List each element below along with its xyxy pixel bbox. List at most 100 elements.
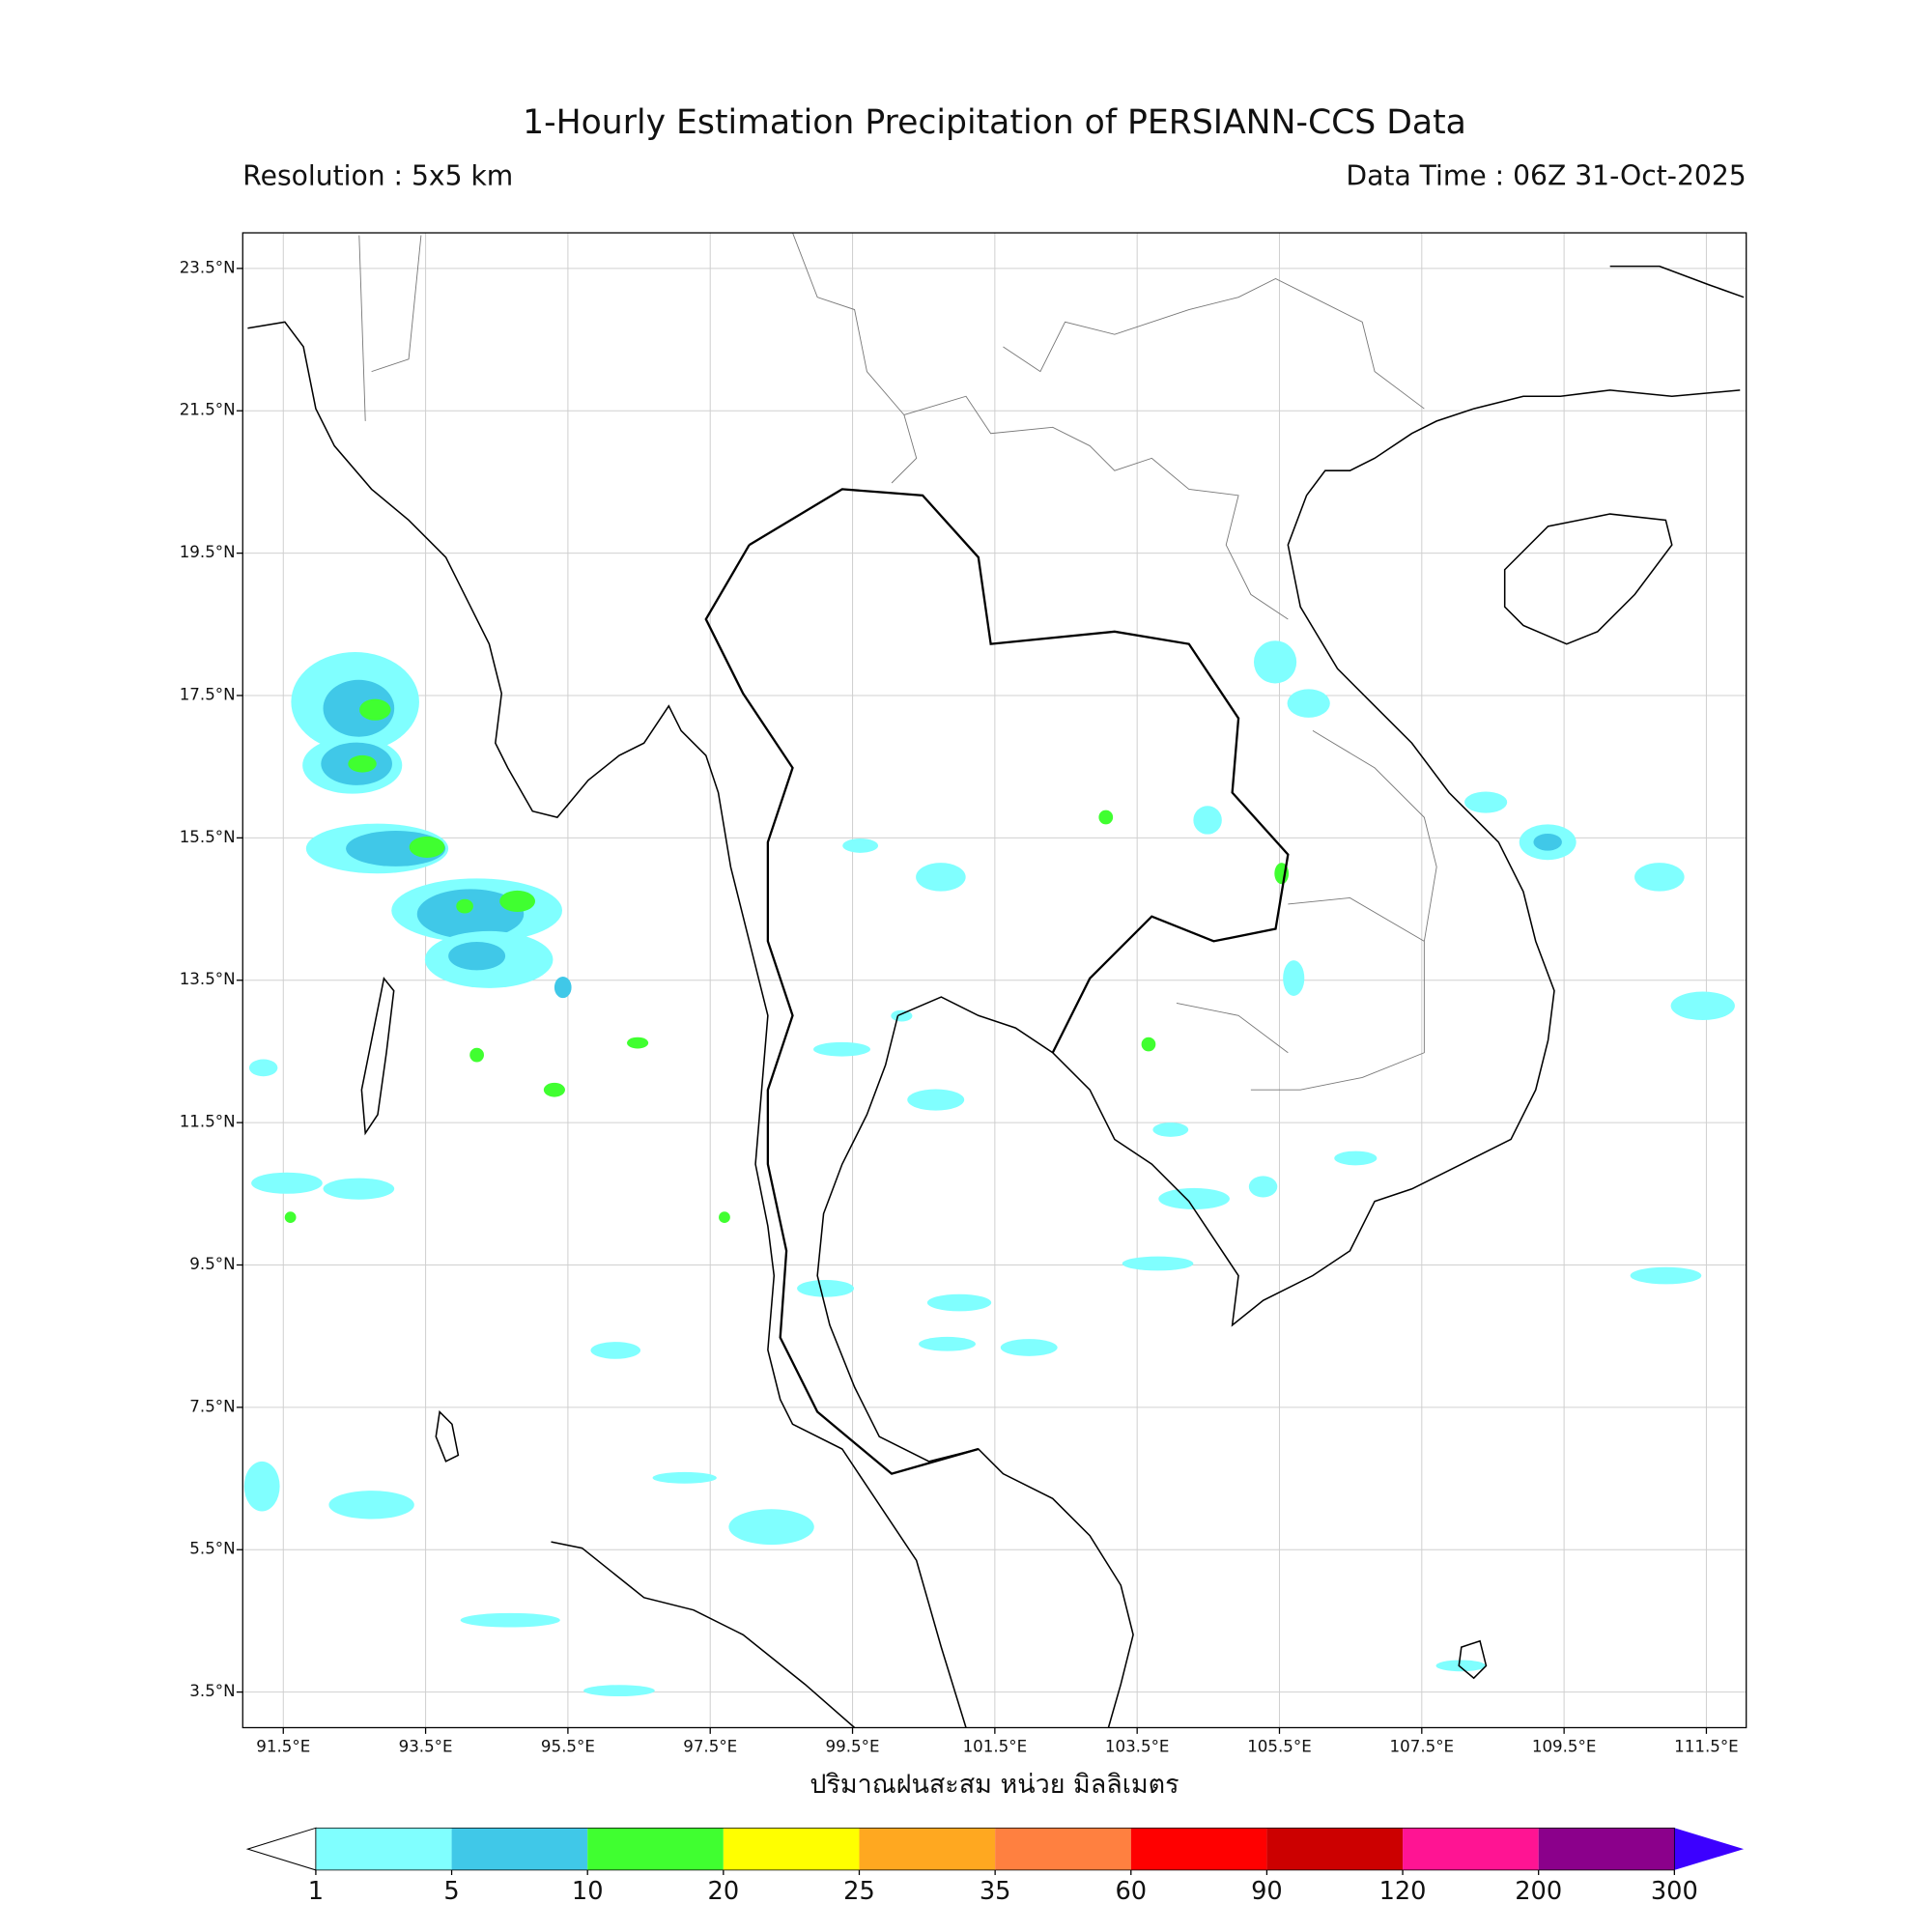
x-tick-label: 101.5°E: [963, 1737, 1028, 1755]
island: [360, 977, 1488, 1680]
rain-layer: [243, 640, 1735, 1697]
colorbar-label: 200: [1515, 1877, 1562, 1906]
colorbar-label: 20: [708, 1877, 740, 1906]
colorbar-segment: [723, 1828, 860, 1870]
axes: 91.5°E 93.5°E 95.5°E 97.5°E 99.5°E 101.5°E 103…: [180, 258, 1739, 1755]
x-tick-label: 111.5°E: [1674, 1737, 1739, 1755]
rain-cell: [251, 1172, 323, 1194]
colorbar-segment: [995, 1828, 1131, 1870]
x-tick-label: 105.5°E: [1247, 1737, 1312, 1755]
rain-cell: [460, 1612, 560, 1628]
island: [551, 1541, 856, 1728]
rain-cell: [919, 1336, 976, 1351]
rain-cell: [1287, 689, 1330, 718]
rain-cell: [583, 1685, 655, 1697]
y-tick-label: 9.5°N: [189, 1255, 235, 1273]
rain-cell: [627, 1037, 649, 1049]
y-tick-label: 17.5°N: [180, 685, 236, 703]
rain-cell: [323, 679, 395, 737]
rain-cell: [1193, 806, 1222, 835]
title: 1-Hourly Estimation Precipitation of PER…: [523, 103, 1466, 142]
rain-cell: [1283, 960, 1305, 996]
rain-cell: [348, 754, 377, 773]
rain-cell: [842, 838, 879, 853]
rain-cell: [1098, 810, 1114, 825]
rain-cell: [469, 1047, 484, 1063]
rain-cell: [1158, 1187, 1230, 1210]
rain-cell: [728, 1509, 814, 1546]
rain-cell: [926, 1293, 992, 1312]
colorbar-label: 300: [1651, 1877, 1698, 1906]
y-tick-label: 5.5°N: [189, 1540, 235, 1558]
x-tick-label: 107.5°E: [1390, 1737, 1455, 1755]
rain-cell: [554, 977, 572, 999]
country-border: [358, 233, 1437, 1091]
thailand-border: [704, 488, 1290, 1475]
rain-cell: [499, 890, 536, 913]
coastline: [247, 321, 967, 1728]
rain-cell: [1533, 833, 1562, 851]
y-tick-label: 11.5°N: [180, 1113, 236, 1131]
y-tick-label: 7.5°N: [189, 1397, 235, 1415]
x-tick-label: 91.5°E: [256, 1737, 310, 1755]
colorbar-segment: [1130, 1828, 1267, 1870]
colorbar: 1 5 10 20 25 35 60 90 120 200 300: [245, 1827, 1745, 1906]
x-tick-label: 97.5°E: [683, 1737, 737, 1755]
rain-cell: [1141, 1037, 1156, 1052]
rain-cell: [409, 836, 445, 859]
y-tick-label: 21.5°N: [180, 401, 236, 419]
colorbar-under: [245, 1827, 317, 1871]
rain-cell: [1253, 640, 1297, 684]
rain-cell: [448, 941, 506, 971]
x-tick-label: 103.5°E: [1105, 1737, 1170, 1755]
y-tick-label: 19.5°N: [180, 543, 236, 561]
rain-cell: [590, 1342, 641, 1359]
x-tick-label: 109.5°E: [1532, 1737, 1597, 1755]
y-tick-label: 15.5°N: [180, 828, 236, 846]
x-tick-label: 99.5°E: [826, 1737, 880, 1755]
rain-cell: [797, 1279, 855, 1297]
rain-cell: [284, 1211, 297, 1224]
colorbar-label: 120: [1379, 1877, 1427, 1906]
colorbar-segment: [1266, 1828, 1404, 1870]
rain-cell: [1630, 1266, 1702, 1285]
rain-cell: [416, 889, 525, 940]
rain-cell: [243, 1461, 280, 1512]
x-tick-label: 95.5°E: [541, 1737, 595, 1755]
colorbar-over: [1674, 1828, 1745, 1870]
colorbar-segment: [1403, 1828, 1539, 1870]
colorbar-segment: [1538, 1828, 1675, 1870]
colorbar-label: 60: [1115, 1877, 1147, 1906]
rain-cell: [1248, 1176, 1278, 1198]
resolution: Resolution : 5x5 km: [242, 159, 513, 191]
colorbar-label: 25: [843, 1877, 875, 1906]
coastline: [1609, 265, 1745, 298]
colorbar-label: 35: [980, 1877, 1011, 1906]
coastline: [897, 389, 1741, 1327]
y-tick-label: 3.5°N: [189, 1682, 235, 1700]
rain-cell: [359, 698, 391, 721]
rain-cell: [813, 1041, 870, 1057]
rain-cell: [1670, 991, 1735, 1021]
colorbar-segment: [315, 1828, 452, 1870]
coastline: [816, 1015, 1134, 1728]
rain-cell: [1000, 1339, 1058, 1356]
data-time: Data Time : 06Z 31-Oct-2025: [1346, 159, 1746, 191]
colorbar-label: 5: [443, 1877, 459, 1906]
island: [1503, 513, 1673, 645]
rain-cell: [1634, 863, 1685, 892]
rain-cell: [1464, 791, 1508, 813]
colorbar-segment: [587, 1828, 724, 1870]
colorbar-segment: [859, 1828, 996, 1870]
rain-cell: [323, 1178, 395, 1200]
rain-cell: [719, 1211, 730, 1224]
rain-cell: [916, 863, 966, 892]
rain-cell: [652, 1471, 717, 1484]
rain-cell: [1435, 1660, 1487, 1672]
basemap: [247, 233, 1745, 1728]
rain-cell: [456, 898, 473, 914]
colorbar-label: 90: [1251, 1877, 1283, 1906]
y-tick-label: 13.5°N: [180, 970, 236, 988]
rain-cell: [891, 1009, 913, 1022]
